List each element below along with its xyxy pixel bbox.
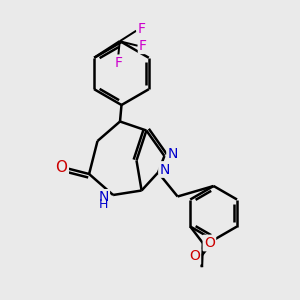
Text: O: O bbox=[204, 236, 215, 250]
Text: F: F bbox=[114, 56, 122, 70]
Text: H: H bbox=[99, 197, 108, 211]
Text: F: F bbox=[138, 22, 146, 36]
Text: N: N bbox=[168, 148, 178, 161]
Text: N: N bbox=[98, 190, 109, 204]
Text: O: O bbox=[56, 160, 68, 175]
Text: O: O bbox=[189, 250, 200, 263]
Text: N: N bbox=[160, 163, 170, 176]
Text: F: F bbox=[139, 39, 147, 53]
